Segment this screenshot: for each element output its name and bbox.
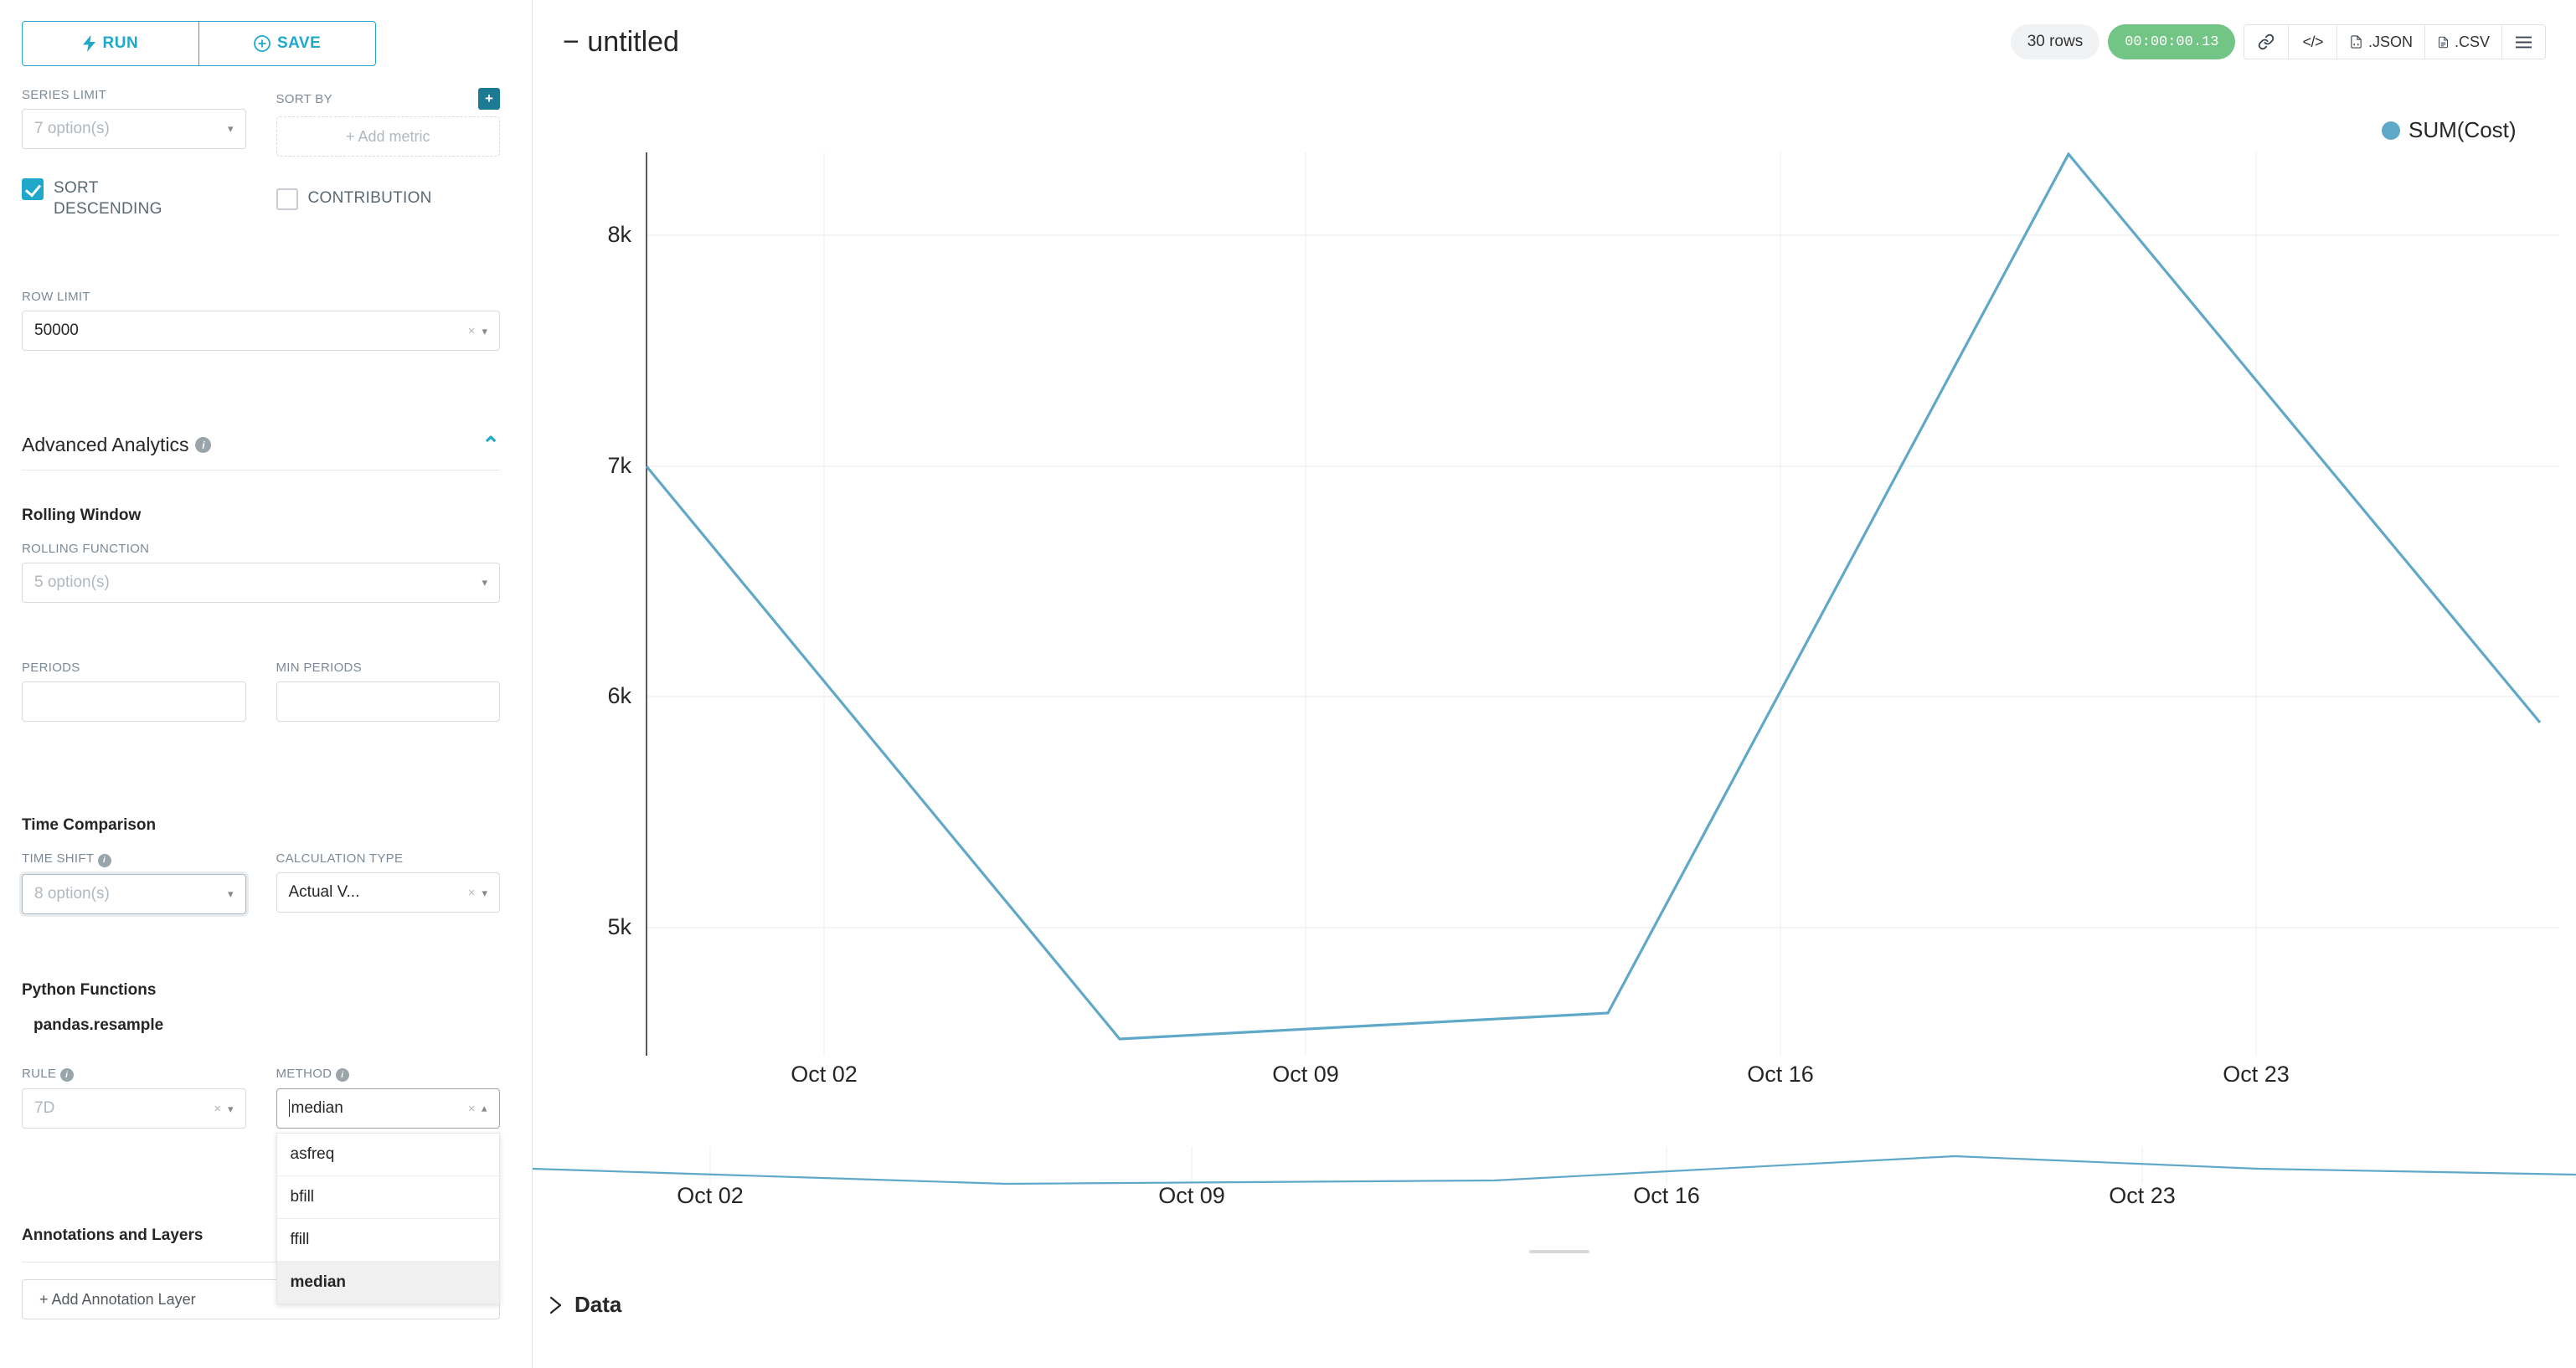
svg-text:7k: 7k [607,453,631,478]
svg-text:Oct 23: Oct 23 [2109,1183,2176,1208]
svg-text:5k: 5k [607,914,631,939]
svg-text:Oct 02: Oct 02 [791,1062,858,1082]
svg-text:Oct 23: Oct 23 [2223,1062,2290,1082]
svg-text:Oct 16: Oct 16 [1633,1183,1700,1208]
svg-text:Oct 09: Oct 09 [1272,1062,1339,1082]
svg-text:Oct 02: Oct 02 [677,1183,744,1208]
svg-text:8k: 8k [607,222,631,247]
svg-text:Oct 09: Oct 09 [1158,1183,1225,1208]
svg-text:Oct 16: Oct 16 [1747,1062,1814,1082]
svg-text:6k: 6k [607,683,631,708]
